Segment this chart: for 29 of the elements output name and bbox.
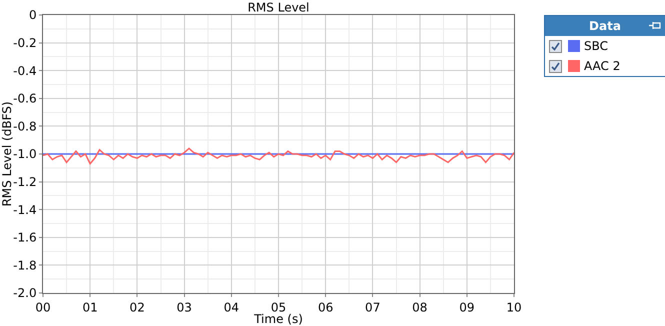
- x-tick-label: 02: [130, 300, 145, 314]
- chart-title: RMS Level: [248, 0, 310, 15]
- legend-label: SBC: [584, 39, 608, 53]
- y-tick-label: -1.2: [13, 175, 37, 189]
- x-axis-title: Time (s): [253, 312, 303, 326]
- x-tick-label: 07: [365, 300, 380, 314]
- y-tick-label: -0.6: [13, 92, 37, 106]
- y-tick-label: 0: [28, 8, 37, 22]
- y-tick-label: -1.6: [13, 230, 37, 245]
- y-axis-title: RMS Level (dBFS): [0, 101, 14, 207]
- y-tick-label: -1.0: [13, 147, 37, 162]
- y-tick-label: -1.8: [13, 258, 37, 272]
- y-tick-label: -0.4: [13, 64, 37, 78]
- x-tick-label: 09: [459, 300, 475, 314]
- x-tick-label: 03: [176, 300, 192, 314]
- y-tick-label: -0.2: [13, 36, 37, 50]
- x-tick-label: 05: [270, 300, 286, 314]
- legend-label: AAC 2: [584, 59, 620, 73]
- x-tick-label: 01: [82, 300, 98, 314]
- x-tick-label: 00: [35, 300, 51, 314]
- x-tick-label: 06: [318, 300, 334, 314]
- y-tick-label: -0.8: [13, 119, 37, 134]
- y-tick-label: -1.4: [13, 202, 37, 217]
- x-tick-label: 10: [506, 300, 522, 314]
- y-tick-label: -2.0: [13, 286, 37, 300]
- legend-title: Data: [589, 19, 621, 33]
- x-tick-label: 08: [412, 300, 428, 314]
- x-tick-label: 04: [224, 300, 240, 314]
- line-series: [43, 148, 514, 164]
